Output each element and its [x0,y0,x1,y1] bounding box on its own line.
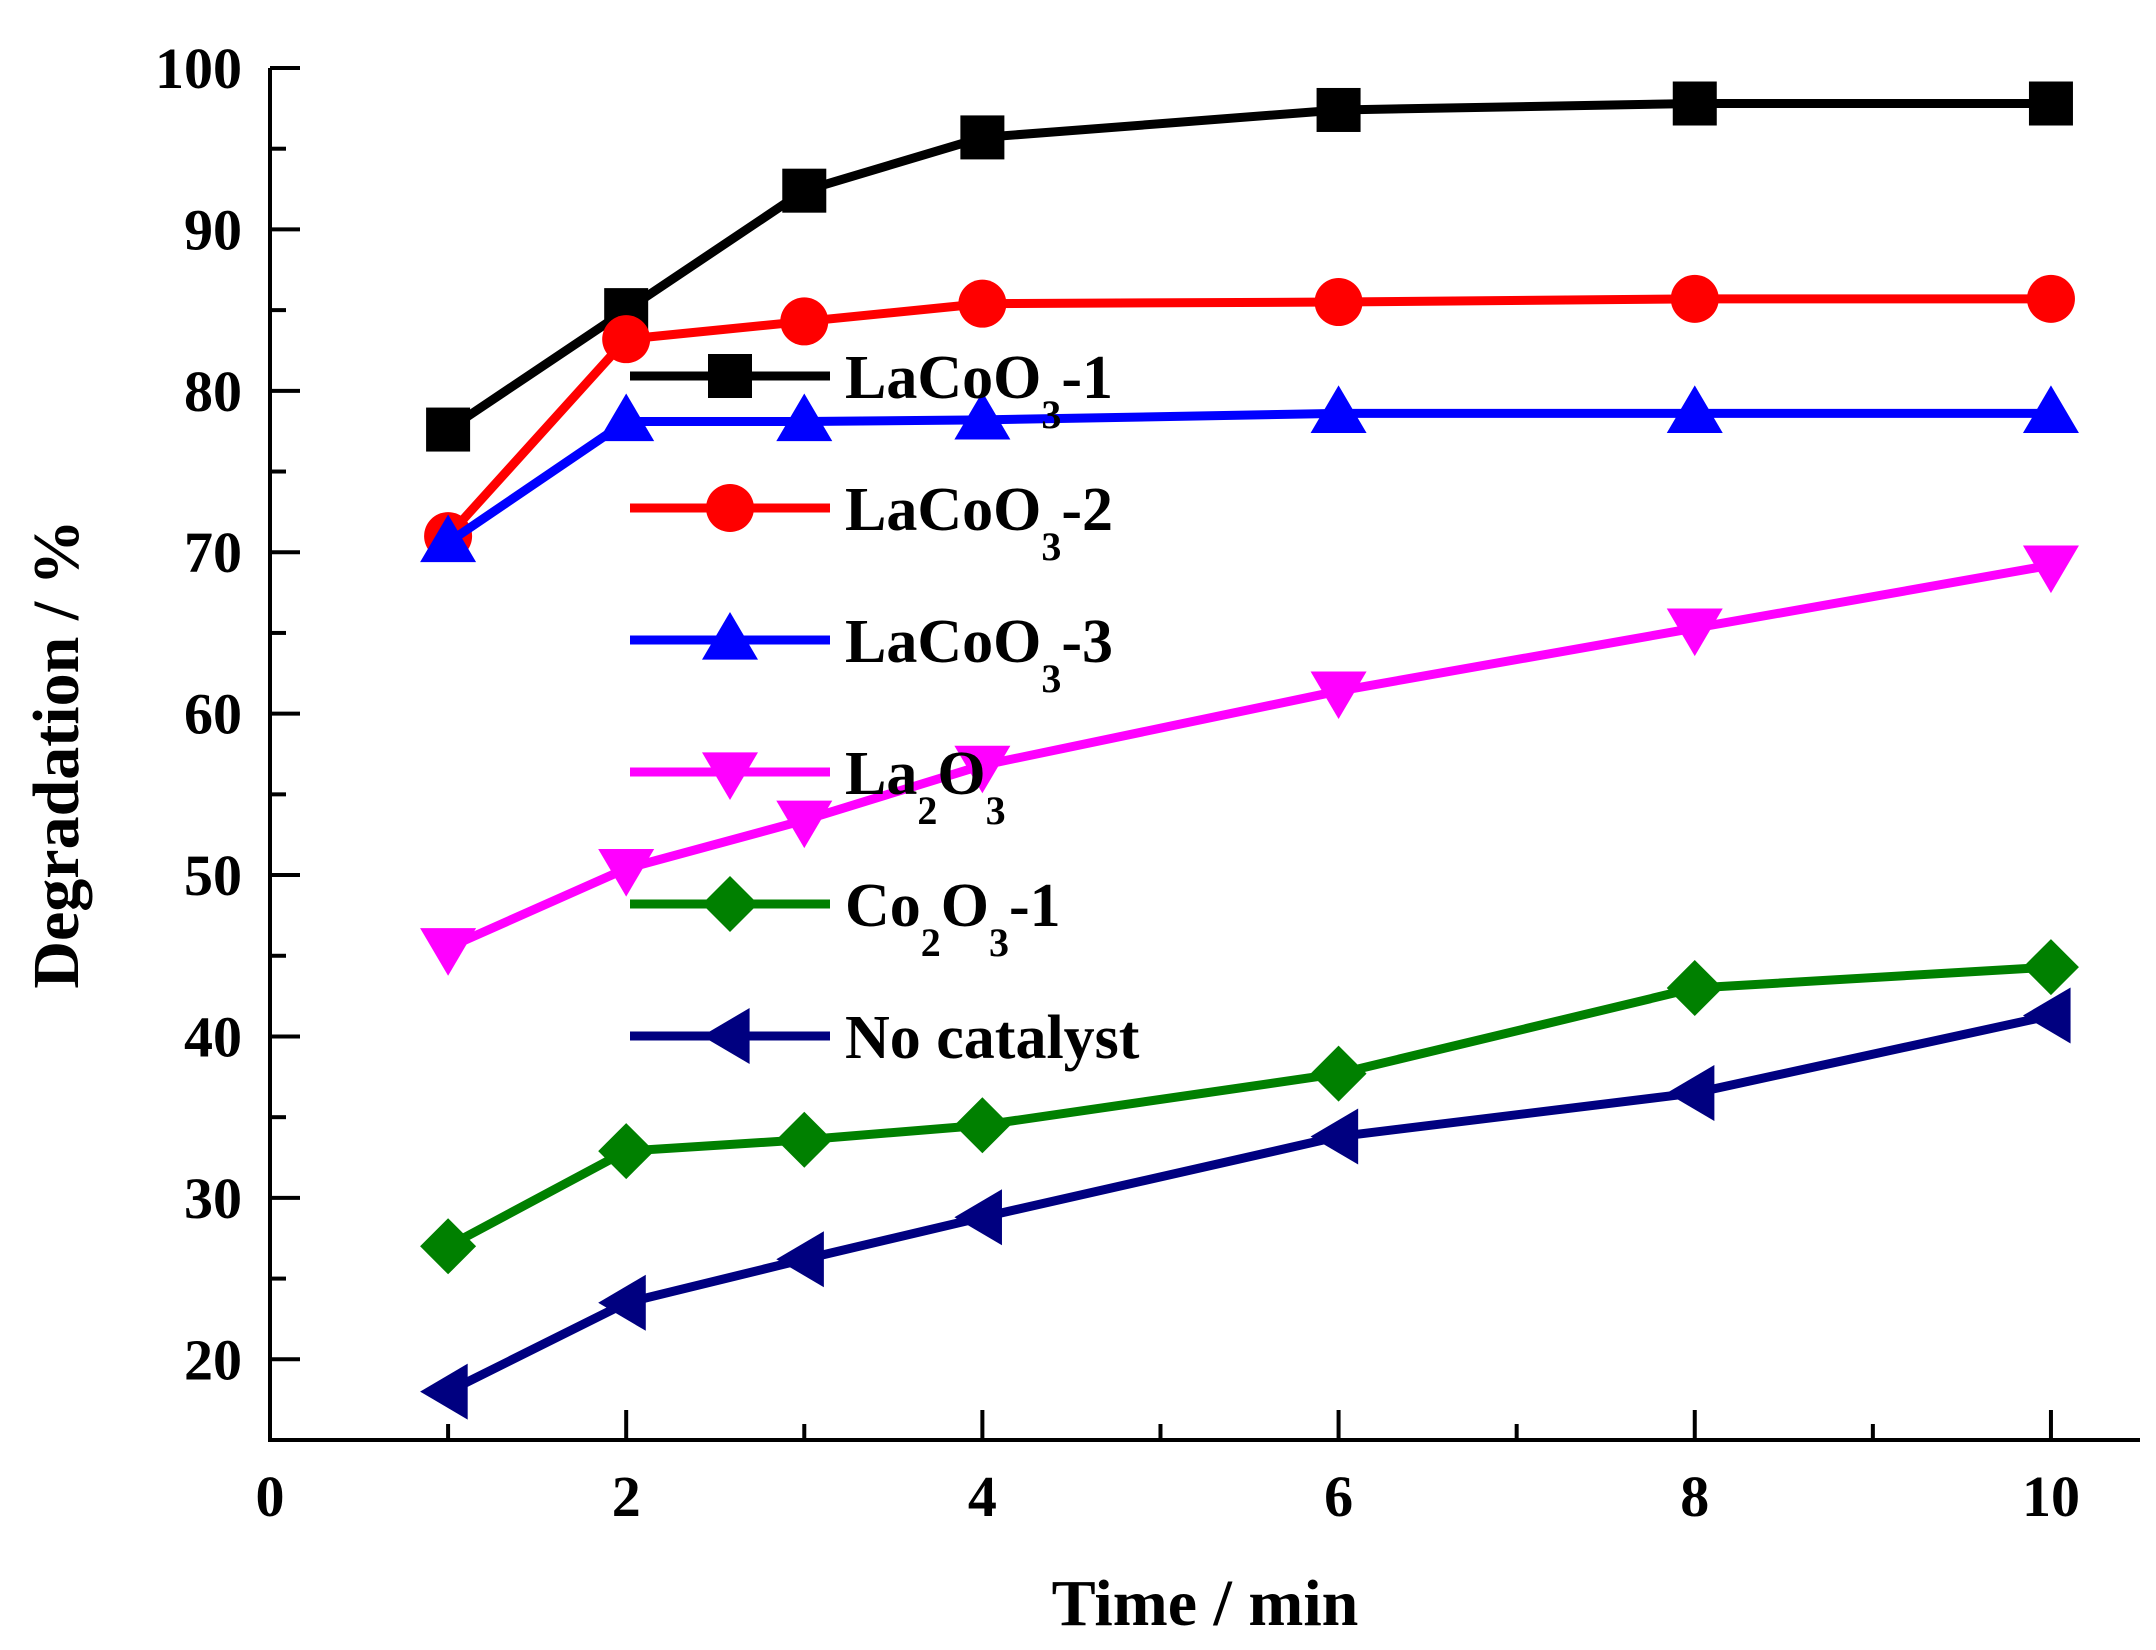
data-point [782,168,827,213]
data-point [1310,385,1367,434]
data-point [1672,81,1717,126]
legend-label: LaCoO3-2 [845,476,1113,569]
legend-label: LaCoO3-1 [845,344,1113,437]
y-tick-label: 90 [184,197,242,262]
data-point [420,1363,468,1420]
data-point [776,393,833,442]
axes: 20 30 40 50 60 70 80 90 100 0 2 4 6 8 10 [155,36,2140,1529]
legend-entry: LaCoO3-1 [630,344,1113,437]
x-tick-label: 6 [1324,1464,1353,1529]
y-tick-label: 20 [184,1327,242,1392]
data-point [1316,87,1361,132]
y-tick-label: 50 [184,843,242,908]
x-axis-title: Time / min [1052,1567,1359,1640]
data-point [776,800,833,849]
legend-label: Co2O3-1 [845,872,1061,965]
legend-label: La2O3 [845,740,1006,833]
legend-entry: LaCoO3-3 [630,608,1113,701]
y-tick-label: 100 [155,36,242,101]
series-no-catalyst [420,987,2071,1420]
data-point [776,1111,833,1168]
legend-entry: No catalyst [630,1004,1140,1072]
legend-entry: Co2O3-1 [630,872,1061,965]
y-tick-label: 30 [184,1166,242,1231]
data-point [2026,274,2075,323]
data-point [780,297,829,346]
data-point [2022,385,2079,434]
y-tick-label: 40 [184,1004,242,1069]
legend-marker [702,612,758,660]
data-point [1666,1064,1715,1121]
legend-marker [706,484,754,532]
data-point [776,1231,824,1288]
x-tick-label: 0 [256,1464,285,1529]
data-point [598,1123,655,1180]
data-point [598,849,655,897]
series-line [445,99,2051,434]
data-point [954,391,1011,440]
y-tick-label: 80 [184,359,242,424]
data-point [1314,278,1363,327]
legend-marker [708,354,752,398]
data-point [598,393,655,442]
x-tick-label: 2 [612,1464,641,1529]
data-point [958,279,1007,328]
legend-marker [702,1008,750,1064]
data-point [420,1218,477,1275]
data-point [1310,1045,1367,1102]
data-point [420,514,477,563]
data-point [1666,385,1723,434]
y-tick-label: 70 [184,520,242,585]
y-axis-title: Degradation / % [20,519,93,988]
data-point [954,745,1011,794]
series-line [445,408,2051,547]
data-point [1310,1108,1359,1165]
legend-label: LaCoO3-3 [845,608,1113,701]
x-tick-label: 10 [2022,1464,2080,1529]
data-point [598,1274,646,1331]
x-tick-label: 4 [968,1464,997,1529]
series-co2o3-1 [420,939,2079,1275]
data-point [420,928,477,976]
data-point [1310,671,1367,720]
data-point [602,315,651,364]
series-layer [420,81,2079,1420]
data-point [954,1097,1011,1154]
data-point [2022,545,2079,594]
series-line [446,1011,2052,1396]
x-tick-label: 8 [1680,1464,1709,1529]
series-la2o3 [420,545,2079,976]
series-line [445,962,2052,1251]
data-point [2022,939,2079,996]
series-lacoo3-3 [420,385,2079,563]
legend-label: No catalyst [845,1004,1140,1072]
legend-marker [702,752,758,800]
data-point [1666,608,1723,657]
series-line [446,560,2052,952]
legend: LaCoO3-1 LaCoO3-2 LaCoO3-3 La2O3 Co2O3-1 No c… [630,344,1140,1072]
series-lacoo3-2 [424,274,2075,561]
data-point [2028,81,2073,126]
data-point [2022,987,2071,1044]
data-point [954,1189,1002,1246]
legend-entry: LaCoO3-2 [630,476,1113,569]
data-point [426,407,471,452]
data-point [1670,274,1719,323]
series-lacoo3-1 [426,81,2073,452]
data-point [1666,960,1723,1017]
data-point [960,115,1005,160]
legend-entry: La2O3 [630,740,1006,833]
legend-marker [702,876,758,932]
y-tick-label: 60 [184,682,242,747]
